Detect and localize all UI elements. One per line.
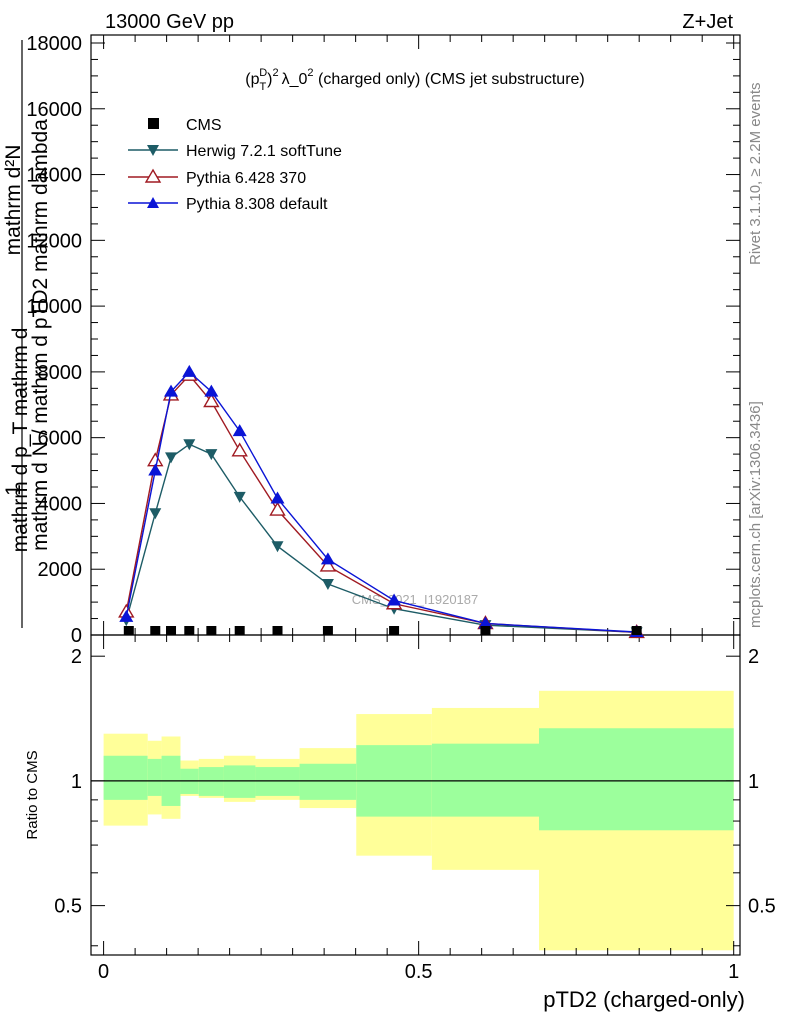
cms-point-9 [480,626,491,635]
series-pythia6 [118,366,645,639]
cms-point-4 [206,626,217,635]
cms-point-8 [389,626,400,635]
ratio-band-inner-10 [538,728,734,831]
legend: CMS Herwig 7.2.1 softTune Pythia 6.428 3… [128,117,342,213]
ratio-ytick-label-right-1: 1 [748,771,759,793]
herwig-point-6 [271,541,284,553]
ratio-ytick-labels: 0.5 1 2 0.5 1 2 [54,646,776,917]
ratio-y-axis-label: Ratio to CMS [24,750,41,839]
pythia8-point-3 [182,364,197,377]
herwig-line [125,443,637,634]
xtick-labels: 0 0.5 1 [98,961,739,983]
legend-marker-pythia6 [144,168,162,183]
ytick-label-16000: 16000 [26,99,82,121]
ratio-ytick-label-left-0.5: 0.5 [54,896,82,918]
ratio-band-inner-5 [223,765,256,798]
ratio-ytick-label-left-1: 1 [71,771,82,793]
pythia8-point-7 [320,552,335,565]
pythia8-line [125,370,637,633]
plot-title: (pTD)2 λ_02 (charged only) (CMS jet subst… [245,67,585,93]
legend-label-herwig: Herwig 7.2.1 softTune [186,143,342,160]
y-axis-label-numerator: mathrm d²N [2,145,25,256]
ytick-label-10000: 10000 [26,296,82,318]
ratio-band-inner-1 [147,758,162,796]
ratio-bands [103,690,734,951]
xtick-label-1: 1 [728,961,739,983]
analysis-watermark: CMS_2021_I1920187 [352,592,479,607]
ratio-ytick-label-left-2: 2 [71,646,82,668]
cms-point-1 [150,626,161,635]
rivet-version-label: Rivet 3.1.10, ≥ 2.2M events [747,83,764,266]
pythia8-point-9 [478,616,493,629]
pythia6-point-7 [319,557,337,572]
ratio-band-inner-9 [431,743,539,817]
herwig-point-1 [149,508,162,520]
herwig-point-5 [233,491,246,503]
pythia8-point-5 [232,424,247,437]
beam-label: 13000 GeV pp [105,11,234,33]
cms-point-6 [272,626,283,635]
pythia8-point-2 [164,384,179,397]
legend-marker-herwig [147,145,159,156]
pythia8-point-1 [148,463,163,476]
pythia8-point-8 [387,593,402,606]
legend-label-pythia6: Pythia 6.428 370 [186,170,306,187]
mcplots-label: mcplots.cern.ch [arXiv:1306.3436] [747,401,764,628]
ytick-label-0: 0 [71,625,82,647]
cms-point-7 [322,626,333,635]
pythia6-point-4 [203,393,220,408]
axis-ticks [91,35,740,955]
ytick-label-2000: 2000 [38,559,83,581]
ratio-panel-frame [90,634,741,956]
herwig-point-3 [183,439,196,451]
legend-marker-pythia8 [147,197,159,208]
cms-point-10 [631,626,642,635]
ytick-label-4000: 4000 [38,493,83,515]
cms-point-0 [123,626,134,635]
cms-point-3 [184,626,195,635]
pythia8-point-6 [270,491,285,504]
xtick-label-0.5: 0.5 [405,961,433,983]
upper-ytick-labels: 0 2000 4000 6000 8000 10000 12000 14000 … [26,33,82,647]
cms-point-2 [166,626,177,635]
herwig-point-4 [205,449,218,461]
series-cms [123,626,642,635]
ratio-ytick-label-right-0.5: 0.5 [748,896,776,918]
x-axis-label: pTD2 (charged-only) [543,987,745,1012]
pythia6-point-5 [231,442,248,457]
ytick-label-6000: 6000 [38,428,83,450]
herwig-point-2 [165,452,178,464]
pythia8-point-4 [204,384,219,397]
ytick-label-12000: 12000 [26,230,82,252]
y-axis-label-main: mathrm d N / mathrm d pTD2 mathrm dambda [29,119,52,551]
pythia6-point-6 [269,501,286,516]
legend-label-pythia8: Pythia 8.308 default [186,196,328,213]
ratio-ytick-label-right-2: 2 [748,646,759,668]
legend-marker-cms [148,118,159,129]
ytick-label-18000: 18000 [26,33,82,55]
y-axis-label-denominator: mathrm d p_T mathrm d [9,328,32,553]
cms-point-5 [234,626,245,635]
y-axis-label-one: 1 [2,484,25,496]
pythia8-point-0 [119,609,134,622]
ratio-band-inner-0 [103,755,148,800]
ytick-label-8000: 8000 [38,362,83,384]
series-herwig [120,439,643,639]
herwig-point-7 [321,579,334,591]
xtick-label-0: 0 [98,961,109,983]
ytick-label-14000: 14000 [26,165,82,187]
process-label: Z+Jet [682,11,733,33]
legend-label-cms: CMS [186,117,222,134]
series-pythia8 [119,364,644,638]
main-y-axis-label: mathrm d N / mathrm d pTD2 mathrm dambda… [2,40,52,628]
ratio-band-inner-7 [299,763,357,800]
